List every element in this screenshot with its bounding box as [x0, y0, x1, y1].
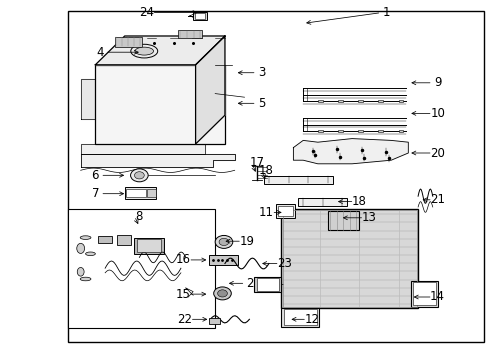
Bar [327, 211, 359, 230]
Bar [276, 204, 294, 218]
Bar [126, 189, 145, 197]
Text: 6: 6 [91, 169, 99, 182]
Text: 10: 10 [429, 107, 444, 120]
Bar [283, 309, 316, 325]
Bar [278, 206, 292, 216]
Bar [378, 100, 383, 102]
Bar [337, 100, 342, 102]
Bar [256, 278, 278, 291]
Bar [298, 198, 346, 206]
Bar [357, 130, 362, 132]
Bar [117, 235, 131, 245]
Circle shape [134, 172, 144, 179]
Circle shape [217, 290, 227, 297]
Text: 17: 17 [249, 156, 264, 169]
Bar [193, 12, 206, 20]
Circle shape [215, 235, 232, 248]
Polygon shape [81, 79, 95, 119]
Ellipse shape [135, 47, 153, 55]
Bar [134, 238, 163, 254]
Polygon shape [195, 36, 224, 144]
Bar [317, 130, 322, 132]
Bar [194, 13, 205, 19]
Ellipse shape [85, 252, 95, 256]
Bar [357, 100, 362, 102]
Text: 12: 12 [304, 313, 319, 326]
Bar [281, 209, 417, 308]
Bar [398, 130, 403, 132]
Bar [254, 277, 281, 292]
Text: 3: 3 [257, 66, 265, 79]
Bar [95, 65, 224, 144]
Bar [68, 209, 215, 328]
Bar [68, 11, 483, 342]
Bar [146, 189, 155, 197]
Ellipse shape [80, 277, 91, 281]
Bar [281, 308, 319, 327]
Text: 11: 11 [259, 206, 273, 219]
Text: 18: 18 [259, 165, 273, 177]
Text: 9: 9 [433, 76, 441, 89]
Text: 24: 24 [139, 6, 154, 19]
Text: 7: 7 [91, 187, 99, 200]
Bar [115, 37, 142, 47]
Text: 20: 20 [429, 147, 444, 159]
Bar [178, 30, 202, 38]
Text: 15: 15 [176, 288, 190, 301]
Bar [398, 100, 403, 102]
Text: 13: 13 [361, 211, 376, 224]
Ellipse shape [77, 267, 84, 276]
Text: 18: 18 [351, 195, 366, 208]
Text: 22: 22 [177, 313, 192, 326]
Text: 23: 23 [277, 257, 291, 270]
Text: 19: 19 [239, 235, 254, 248]
Bar [317, 100, 322, 102]
Text: 4: 4 [96, 46, 104, 59]
Circle shape [213, 287, 231, 300]
Bar [124, 187, 156, 199]
Bar [137, 239, 161, 252]
Text: 16: 16 [176, 253, 190, 266]
Polygon shape [81, 144, 205, 154]
Text: 21: 21 [429, 193, 444, 206]
Ellipse shape [80, 236, 91, 239]
Bar [264, 176, 332, 184]
Text: 8: 8 [135, 210, 143, 222]
Bar [98, 236, 112, 243]
Bar [282, 210, 416, 307]
Bar [209, 255, 237, 265]
Text: 1: 1 [382, 6, 389, 19]
Circle shape [130, 169, 148, 182]
Bar [378, 130, 383, 132]
Polygon shape [293, 139, 407, 164]
Circle shape [219, 238, 228, 246]
Text: 14: 14 [429, 291, 444, 303]
Text: 5: 5 [257, 97, 265, 110]
Ellipse shape [77, 243, 84, 253]
Bar [412, 282, 435, 305]
Text: 2: 2 [246, 277, 254, 290]
Bar [410, 281, 437, 307]
Bar [337, 130, 342, 132]
Polygon shape [95, 36, 224, 65]
Bar [209, 318, 220, 324]
Polygon shape [81, 154, 234, 167]
